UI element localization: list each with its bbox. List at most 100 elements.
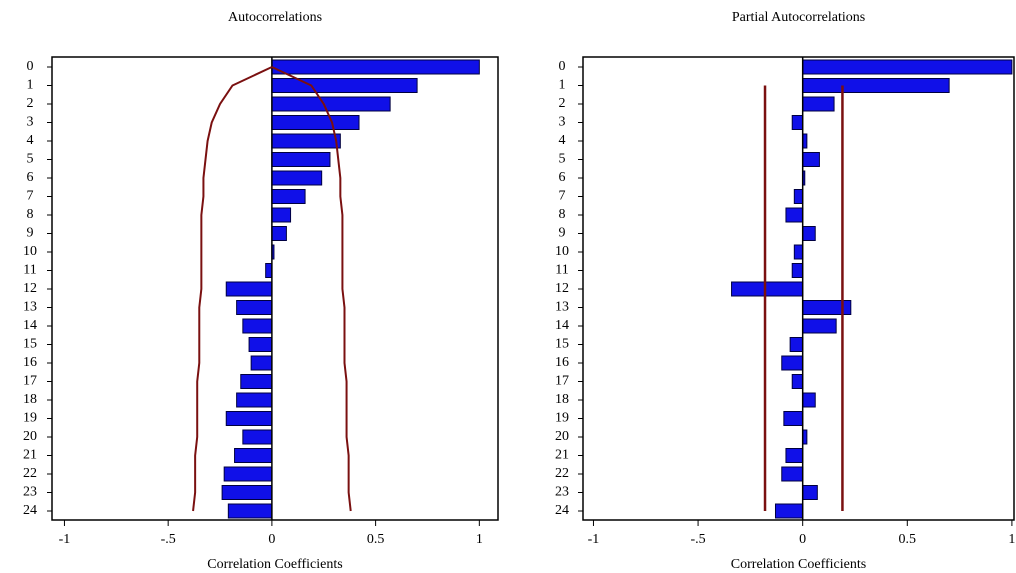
- y-tick-label: 15: [23, 337, 37, 352]
- x-tick-label: -1: [588, 532, 600, 547]
- y-tick-label: 9: [27, 226, 34, 241]
- bar: [802, 392, 816, 408]
- bar: [802, 226, 816, 241]
- bar: [225, 411, 273, 426]
- bar: [791, 374, 804, 389]
- bar: [731, 281, 804, 297]
- bar: [271, 59, 480, 75]
- y-tick-label: 3: [559, 115, 566, 130]
- y-tick-label: 21: [23, 448, 37, 463]
- y-tick-label: 0: [559, 59, 566, 74]
- x-tick-label: -.5: [161, 532, 176, 547]
- bar: [271, 115, 360, 130]
- y-tick-label: 3: [27, 115, 34, 130]
- bar: [793, 244, 804, 260]
- bar: [225, 281, 273, 297]
- x-tick-label: 0.5: [899, 532, 917, 547]
- y-tick-label: 5: [559, 152, 566, 167]
- bar: [791, 115, 804, 130]
- y-tick-label: 5: [27, 152, 34, 167]
- bar: [265, 263, 273, 278]
- x-tick-label: 0: [799, 532, 806, 547]
- bar: [223, 466, 273, 482]
- y-tick-label: 13: [23, 300, 37, 315]
- bar: [234, 448, 273, 463]
- x-tick-label: -1: [59, 532, 71, 547]
- bar: [242, 429, 273, 445]
- y-tick-label: 4: [559, 133, 566, 148]
- y-tick-label: 17: [555, 374, 569, 389]
- y-tick-label: 19: [23, 411, 37, 426]
- y-tick-label: 12: [23, 281, 37, 296]
- bar: [802, 96, 835, 112]
- y-tick-label: 20: [23, 429, 37, 444]
- y-tick-label: 4: [27, 133, 34, 148]
- chart-title: Autocorrelations: [228, 10, 322, 25]
- y-tick-label: 24: [555, 503, 569, 518]
- bar: [785, 207, 804, 223]
- y-tick-label: 13: [555, 300, 569, 315]
- x-tick-label: 1: [476, 532, 483, 547]
- bar: [250, 355, 273, 371]
- y-tick-label: 19: [555, 411, 569, 426]
- x-tick-label: 1: [1008, 532, 1015, 547]
- bar: [271, 78, 418, 93]
- bar: [271, 207, 292, 223]
- bar: [271, 133, 341, 149]
- y-tick-label: 18: [23, 392, 37, 407]
- bar: [240, 374, 273, 389]
- y-tick-label: 16: [23, 355, 37, 370]
- bar: [802, 152, 820, 167]
- x-tick-label: -.5: [690, 532, 705, 547]
- bar: [236, 392, 273, 408]
- x-axis-title: Correlation Coefficients: [731, 557, 866, 572]
- y-tick-label: 14: [23, 318, 37, 333]
- y-tick-label: 7: [559, 189, 566, 204]
- y-tick-label: 16: [555, 355, 569, 370]
- bar: [271, 226, 287, 241]
- y-tick-label: 8: [27, 207, 34, 222]
- bar: [248, 337, 273, 352]
- bar: [227, 503, 273, 519]
- confidence-band: [192, 66, 273, 512]
- bar: [271, 170, 323, 186]
- bar: [242, 318, 273, 334]
- bar: [802, 485, 818, 500]
- y-tick-label: 15: [555, 337, 569, 352]
- y-tick-label: 14: [555, 318, 569, 333]
- bar: [802, 59, 1013, 75]
- y-tick-label: 22: [555, 466, 569, 481]
- x-tick-label: 0.5: [367, 532, 385, 547]
- bar: [236, 300, 273, 315]
- y-tick-label: 10: [23, 244, 37, 259]
- y-tick-label: 21: [555, 448, 569, 463]
- bar: [783, 411, 804, 426]
- confidence-band: [271, 66, 352, 512]
- y-tick-label: 6: [27, 170, 34, 185]
- bar: [221, 485, 273, 500]
- y-tick-label: 6: [559, 170, 566, 185]
- y-tick-label: 0: [27, 59, 34, 74]
- y-tick-label: 23: [555, 485, 569, 500]
- bar: [774, 503, 804, 519]
- bar: [793, 189, 804, 204]
- y-tick-label: 11: [23, 263, 36, 278]
- bar: [271, 152, 331, 167]
- y-tick-label: 11: [555, 263, 568, 278]
- y-tick-label: 2: [559, 96, 566, 111]
- y-tick-label: 8: [559, 207, 566, 222]
- chart-title: Partial Autocorrelations: [732, 10, 865, 25]
- y-tick-label: 9: [559, 226, 566, 241]
- y-tick-label: 10: [555, 244, 569, 259]
- bar: [791, 263, 804, 278]
- bar: [781, 355, 804, 371]
- y-tick-label: 23: [23, 485, 37, 500]
- y-tick-label: 1: [559, 78, 566, 93]
- y-tick-label: 17: [23, 374, 37, 389]
- y-tick-label: 2: [27, 96, 34, 111]
- y-tick-label: 7: [27, 189, 34, 204]
- bar: [781, 466, 804, 482]
- bar: [271, 96, 391, 112]
